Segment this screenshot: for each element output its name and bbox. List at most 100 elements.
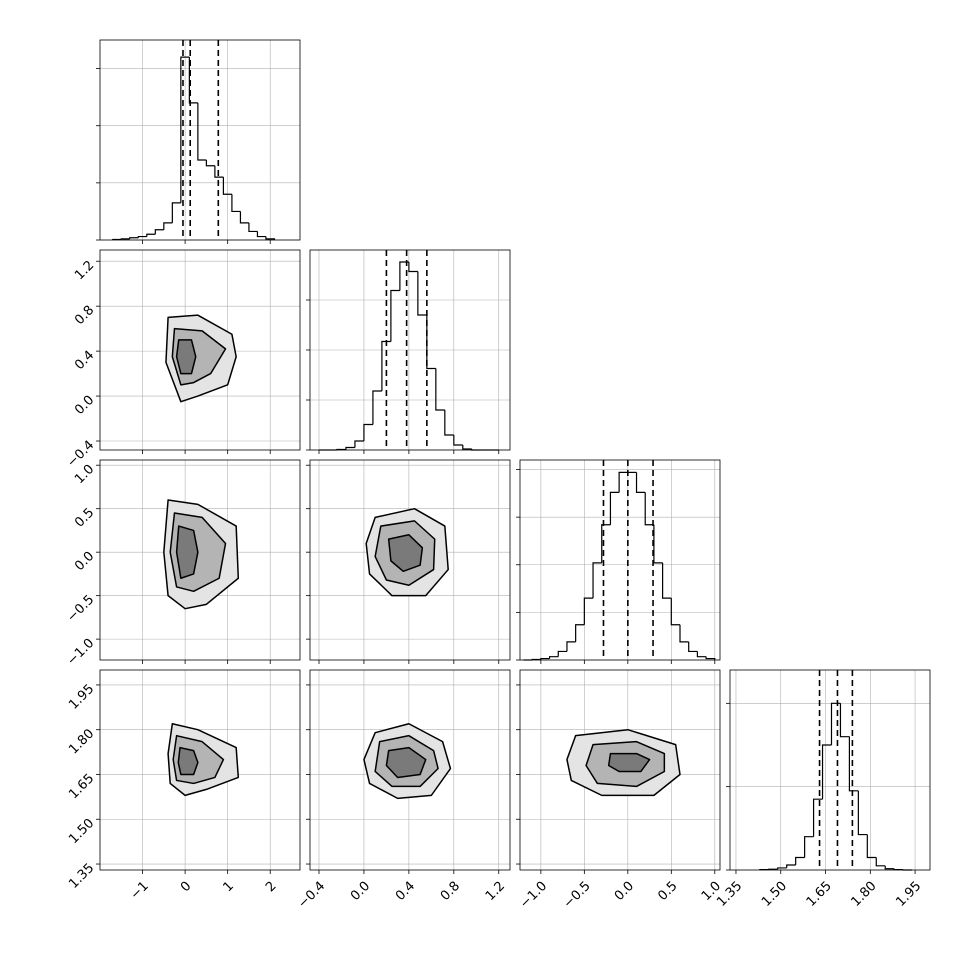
panel-frame [309,459,511,661]
y-tick-label: 1.2 [72,258,97,283]
histogram-bin [154,229,164,235]
histogram-bin [670,598,680,626]
histogram-bin [839,703,850,738]
histogram-bin [239,211,249,224]
histogram-bin [548,656,559,659]
y-tick-label: 1.35 [66,861,97,892]
histogram-bin [557,650,567,657]
histogram-bin [345,446,355,450]
histogram-bin [137,235,147,238]
y-tick-label: 0.5 [72,505,97,530]
histogram-bin [635,472,646,493]
x-tick-label: −1 [128,879,152,903]
panel-frame [309,669,511,871]
histogram-bin [180,56,190,203]
histogram-bin [188,57,198,104]
histogram-bin [575,624,585,642]
x-tick-label: −0.5 [561,879,594,912]
x-tick-label: 0 [178,879,194,895]
contour [175,525,199,580]
histogram-bin [866,834,877,859]
y-tick-label: 1.50 [66,816,97,847]
histogram-bin [453,435,463,446]
panel-frame [309,249,511,451]
x-tick-label: 1 [221,879,237,895]
histogram-bin [417,271,427,316]
contour [175,339,197,375]
histogram-bin [408,262,418,273]
histogram-bin [893,868,904,871]
histogram-bin [163,222,173,230]
histogram-bin [777,867,787,870]
histogram-bin [248,222,258,233]
histogram-bin [857,790,868,836]
y-tick-label: 0.4 [72,348,97,373]
x-tick-label: −1.0 [517,879,550,912]
panel-frame [99,249,301,451]
histogram-bin [830,702,841,745]
x-tick-label: 0.0 [348,879,373,904]
histogram-bin [120,238,130,240]
histogram-bin [146,233,156,237]
x-tick-label: −0.4 [295,879,328,912]
histogram-bin [644,492,654,526]
y-tick-label: 0.0 [72,549,97,574]
histogram-bin [214,165,224,178]
histogram-bin [583,597,594,625]
histogram-bin [390,289,400,342]
contour [385,746,427,779]
x-tick-label: 1.95 [893,879,924,910]
contour [607,752,651,773]
x-tick-label: 1.65 [804,879,835,910]
histogram-bin [705,656,716,660]
y-tick-label: 1.95 [66,682,97,713]
histogram-bin [786,864,796,868]
histogram-bin [426,315,436,370]
panel-frame [99,669,301,871]
x-tick-label: 0.8 [438,879,463,904]
histogram-bin [231,194,241,213]
histogram-bin [222,177,232,195]
panel-frame [519,459,721,661]
histogram-bin [171,202,181,223]
histogram-bin [256,231,266,238]
histogram-bin [679,624,689,643]
y-tick-label: −1.0 [64,636,97,669]
y-tick-label: 1.65 [66,771,97,802]
histogram-bin [444,410,454,436]
y-tick-label: 0.0 [72,393,97,418]
histogram-bin [821,744,832,800]
histogram-bin [601,524,611,563]
contour [177,746,199,776]
histogram-bin [363,423,373,441]
histogram-bin [399,261,409,291]
histogram-bin [688,641,698,653]
histogram-bin [372,390,382,425]
contour [387,534,424,573]
x-tick-label: 0.0 [612,879,637,904]
histogram-bin [696,651,707,658]
x-tick-label: 1.2 [483,879,508,904]
histogram-bin [205,160,215,167]
histogram-bin [354,440,364,448]
histogram-bin [848,736,859,792]
x-tick-label: 0.5 [655,879,680,904]
histogram-bin [265,236,276,240]
x-tick-label: 0.4 [393,879,418,904]
y-tick-label: 1.80 [66,726,97,757]
histogram-bin [618,471,628,493]
histogram-bin [884,865,895,870]
histogram-bin [462,445,472,450]
histogram-bin [609,491,620,525]
x-tick-label: 1.50 [759,879,790,910]
panel-frame [99,39,301,241]
histogram-bin [197,102,207,161]
x-tick-label: 2 [263,879,279,895]
histogram-bin [566,641,576,652]
panel-frame [729,669,931,871]
y-tick-label: −0.4 [64,438,97,471]
panel-frame [99,459,301,661]
histogram-bin [540,657,550,660]
y-tick-label: 0.8 [72,303,97,328]
